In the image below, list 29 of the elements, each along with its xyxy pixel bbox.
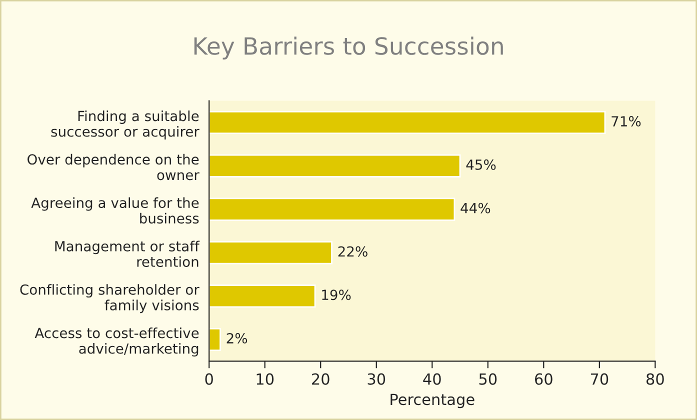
x-tick-label: 30 [368, 373, 386, 385]
bar [209, 284, 316, 308]
data-label: 71% [612, 116, 641, 127]
x-tick-label: 40 [423, 373, 441, 385]
bar [209, 241, 332, 264]
x-axis-title: Percentage [390, 394, 474, 408]
x-tick-label: 0 [205, 373, 213, 385]
y-tick-label: Conflicting shareholder or family visions [20, 284, 200, 314]
x-tick-label: 20 [312, 373, 330, 385]
y-tick-label: Agreeing a value for the business [31, 197, 199, 224]
y-tick-label: Over dependence on the owner [28, 154, 200, 180]
chart-title: Key Barriers to Succession [194, 36, 503, 60]
data-label: 44% [460, 202, 490, 214]
data-label: 2% [226, 333, 248, 344]
data-label: 22% [338, 246, 368, 257]
x-tick-label: 60 [535, 373, 552, 385]
bar [209, 198, 456, 221]
bar [209, 154, 461, 178]
y-tick-label: Access to cost-effective advice/marketing [34, 328, 199, 356]
x-tick-label: 80 [646, 373, 664, 385]
x-tick-label: 70 [590, 373, 608, 385]
bar [209, 328, 221, 352]
bar [209, 110, 606, 134]
x-tick-label: 50 [479, 373, 497, 385]
y-tick-label: Finding a suitable successor or acquirer [51, 110, 200, 140]
x-tick-label: 10 [256, 373, 274, 385]
data-label: 45% [466, 159, 496, 170]
data-label: 19% [322, 290, 351, 300]
y-tick-label: Management or staff retention [55, 240, 200, 268]
